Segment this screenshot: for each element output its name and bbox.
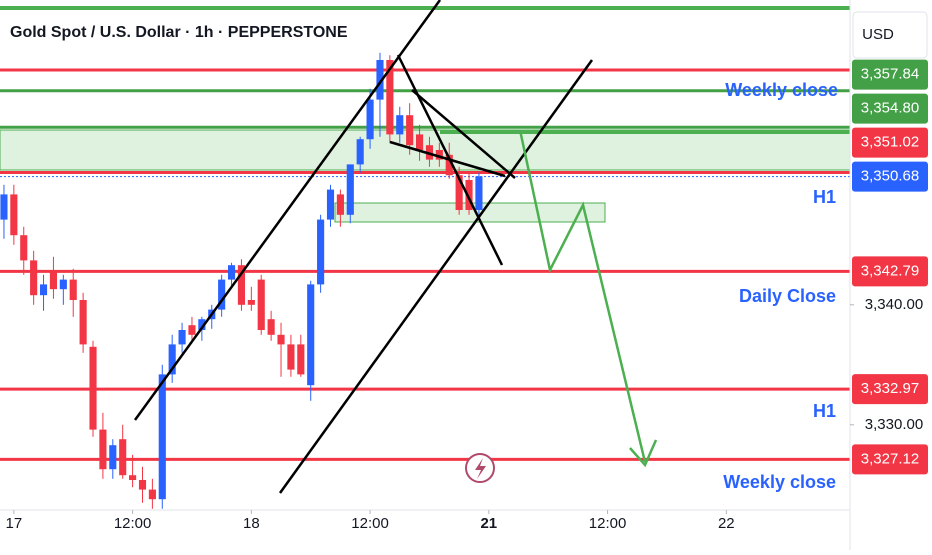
candle-body [257, 279, 265, 330]
candle-body [465, 180, 473, 210]
candle-body [59, 279, 67, 290]
price-label: 3,354.80 [861, 100, 919, 117]
candle-body [475, 176, 483, 210]
title-backdrop [0, 14, 345, 52]
candle-body [376, 60, 384, 100]
candle-body [138, 480, 147, 490]
arrow-head [629, 439, 658, 468]
price-label-box [852, 93, 928, 124]
candle-body [386, 60, 394, 135]
chart-title: Gold Spot / U.S. Dollar · 1h · PEPPERSTO… [10, 24, 348, 41]
candle-body [455, 175, 463, 210]
annotation: H1 [813, 187, 836, 207]
x-tick-label: 12:00 [114, 515, 152, 532]
plot-area: Weekly close H1 Daily Close H1 Weekly cl… [0, 0, 850, 509]
price-label: 3,351.02 [861, 134, 919, 151]
price-label-box [852, 374, 928, 405]
price-label-box [852, 127, 928, 158]
wedge-line [389, 140, 506, 178]
x-tick-label: 21 [480, 515, 497, 532]
candle-body [39, 284, 48, 296]
channel-line [278, 59, 594, 494]
candle-body [267, 319, 275, 335]
price-label: 3,332.97 [861, 380, 919, 397]
event-bolt [475, 458, 486, 479]
currency: USD [862, 26, 894, 43]
price-label: 3,327.12 [861, 450, 919, 467]
annotation: Weekly close [725, 80, 838, 100]
x-tick-label: 12:00 [589, 515, 627, 532]
candle-body [158, 374, 166, 500]
candle-body [317, 219, 325, 285]
candle-body [396, 115, 404, 135]
candle-body [218, 279, 226, 310]
candle-body [178, 330, 186, 345]
candle-body [119, 439, 127, 476]
candle-body [188, 325, 196, 335]
price-label: 3,350.68 [861, 168, 919, 185]
candle-body [79, 300, 87, 345]
candle-body [69, 279, 77, 300]
candle-body [49, 270, 57, 290]
candle-body [307, 284, 315, 386]
candle-body [0, 194, 8, 220]
x-tick-label: 12:00 [351, 515, 389, 532]
currency-box[interactable] [852, 11, 928, 59]
candle-body [415, 134, 424, 150]
candle-body [247, 300, 255, 305]
candle-body [30, 260, 38, 296]
price-label-box [852, 444, 928, 475]
price-label-box [852, 161, 928, 192]
candle-body [20, 235, 28, 261]
candle-body [89, 346, 97, 430]
candle-body [237, 265, 246, 305]
trend-lines [133, 0, 594, 494]
candle-body [227, 265, 236, 280]
y-tick-label: 3,340.00 [865, 296, 923, 313]
candle-body [336, 194, 344, 215]
candle-body [129, 475, 137, 480]
candle-body [435, 150, 443, 160]
candle-body [297, 344, 305, 375]
channel-line [133, 0, 442, 421]
annotation: H1 [813, 401, 836, 421]
candle-body [445, 154, 453, 176]
candle-body [109, 445, 117, 470]
candle-body [99, 429, 107, 470]
candle-body [277, 334, 285, 345]
annotation: Weekly close [723, 472, 836, 492]
x-tick-label: 22 [718, 515, 735, 532]
supply-zone [0, 129, 850, 171]
candle-body [287, 344, 295, 370]
price-label-box [852, 256, 928, 287]
x-tick-label: 17 [6, 515, 23, 532]
candle-body [366, 99, 374, 140]
x-tick-label: 18 [243, 515, 260, 532]
annotation: Daily Close [739, 286, 836, 306]
candle-body [168, 344, 176, 375]
price-label-box [852, 59, 928, 90]
candle-body [10, 194, 18, 236]
candle-body [326, 189, 335, 220]
wedge-line [411, 89, 516, 179]
y-tick-label: 3,330.00 [865, 416, 923, 433]
candle-body [346, 164, 354, 215]
candle-body [148, 489, 156, 500]
candle-body [356, 139, 364, 165]
projection-arrow [518, 129, 647, 463]
candle-body [406, 115, 414, 146]
price-label: 3,357.84 [861, 66, 919, 83]
price-label: 3,342.79 [861, 262, 919, 279]
candle-body [198, 319, 206, 330]
